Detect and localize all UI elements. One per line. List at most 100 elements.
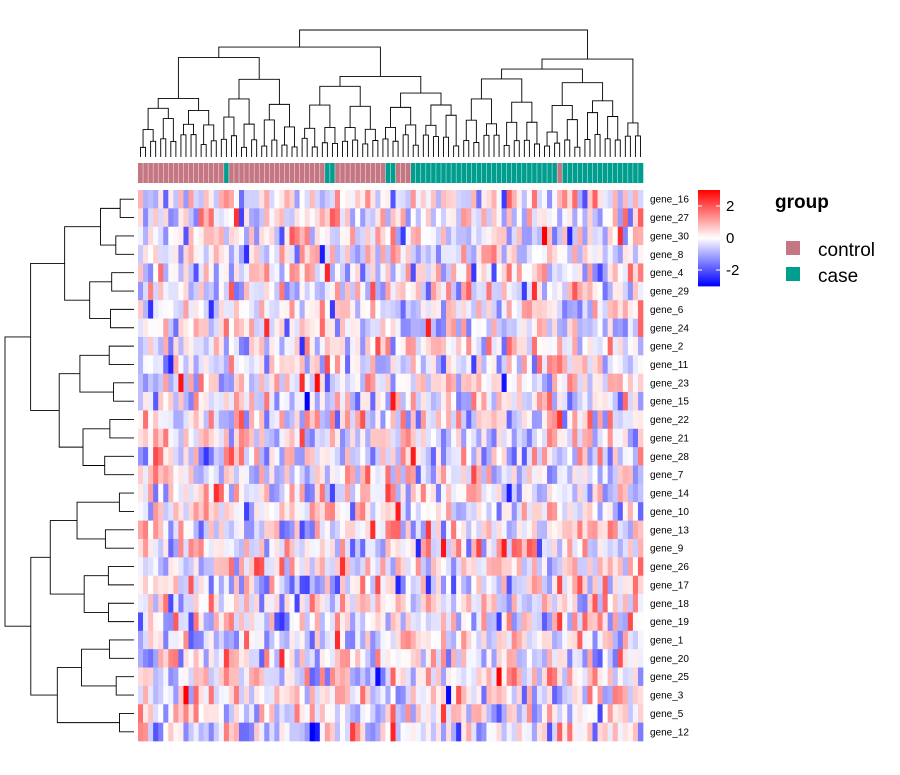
heatmap-cell: [572, 428, 578, 448]
heatmap-cell: [168, 502, 174, 521]
heatmap-cell: [526, 483, 533, 503]
heatmap-cell: [213, 483, 220, 503]
heatmap-cell: [395, 428, 401, 448]
heatmap-cell: [329, 392, 336, 411]
heatmap-cell: [188, 594, 194, 613]
heatmap-cell: [304, 318, 311, 338]
heatmap-cell: [274, 520, 280, 540]
dendrogram-branch: [104, 455, 134, 476]
heatmap-cell: [567, 190, 573, 209]
heatmap-cell: [466, 612, 472, 632]
heatmap-cell: [602, 336, 608, 356]
heatmap-cell: [360, 318, 366, 338]
heatmap-cell: [355, 465, 361, 485]
heatmap-cell: [168, 447, 174, 466]
heatmap-cell: [390, 300, 396, 319]
heatmap-cell: [345, 483, 351, 503]
heatmap-cell: [617, 355, 624, 375]
heatmap-cell: [622, 190, 629, 209]
heatmap-cell: [582, 538, 588, 558]
heatmap-cell: [425, 538, 432, 558]
heatmap-cell: [274, 373, 280, 393]
color-scale-step: [698, 193, 720, 196]
heatmap-cell: [451, 355, 457, 375]
heatmap-cell: [173, 281, 179, 301]
heatmap-cell: [350, 245, 356, 264]
heatmap-cell: [375, 355, 381, 375]
heatmap-cell: [552, 538, 558, 558]
heatmap-cell: [612, 465, 619, 485]
heatmap-cell: [208, 318, 215, 338]
heatmap-cell: [329, 410, 336, 430]
heatmap-cell: [577, 281, 583, 301]
color-scale-step: [698, 210, 720, 213]
heatmap-cell: [324, 336, 331, 356]
heatmap-cell: [395, 226, 401, 246]
heatmap-cell: [158, 208, 164, 228]
dendrogram-branch: [30, 556, 58, 696]
heatmap-cell: [294, 447, 300, 466]
heatmap-cell: [309, 557, 316, 577]
heatmap-cell: [329, 336, 336, 356]
heatmap-cell: [425, 245, 432, 264]
heatmap-cell: [592, 373, 598, 393]
heatmap-cell: [249, 263, 255, 283]
heatmap-cell: [289, 520, 295, 540]
heatmap-cell: [340, 557, 346, 577]
heatmap-cell: [143, 392, 149, 411]
heatmap-cell: [299, 355, 305, 375]
heatmap-cell: [314, 336, 321, 356]
heatmap-cell: [269, 336, 275, 356]
heatmap-cell: [506, 667, 513, 687]
heatmap-cell: [244, 722, 250, 742]
heatmap-cell: [592, 336, 598, 356]
dendrogram-branch: [364, 128, 376, 144]
heatmap-cell: [567, 685, 573, 705]
heatmap-cell: [582, 410, 588, 430]
heatmap-cell: [138, 245, 144, 264]
heatmap-cell: [476, 704, 482, 723]
heatmap-cell: [163, 447, 169, 466]
heatmap-cell: [557, 630, 563, 650]
heatmap-cell: [425, 502, 432, 521]
group-legend-title: group: [775, 192, 829, 213]
heatmap-cell: [274, 685, 280, 705]
heatmap-cell: [400, 226, 406, 246]
dendrogram-branch: [241, 146, 248, 157]
heatmap-cell: [390, 685, 396, 705]
heatmap-cell: [259, 483, 265, 503]
heatmap-cell: [193, 281, 199, 301]
dendrogram-branch: [342, 140, 349, 157]
dendrogram-branch: [319, 85, 361, 107]
heatmap-cell: [329, 245, 336, 264]
heatmap-cell: [516, 594, 523, 613]
heatmap-cell: [521, 410, 528, 430]
heatmap-cell: [486, 245, 492, 264]
heatmap-cell: [627, 263, 634, 283]
heatmap-cell: [587, 538, 593, 558]
heatmap-cell: [355, 226, 361, 246]
color-scale-step: [698, 244, 720, 247]
heatmap-cell: [425, 685, 432, 705]
heatmap-cell: [501, 226, 507, 246]
heatmap-cell: [637, 594, 644, 613]
heatmap-cell: [441, 300, 447, 319]
heatmap-cell: [355, 447, 361, 466]
heatmap-cell: [289, 336, 295, 356]
heatmap-cell: [481, 373, 487, 393]
heatmap-cell: [526, 336, 533, 356]
heatmap-cell: [279, 465, 285, 485]
heatmap-cell: [314, 318, 321, 338]
heatmap-cell: [461, 483, 467, 503]
heatmap-cell: [516, 502, 523, 521]
heatmap-cell: [456, 392, 462, 411]
heatmap-cell: [269, 190, 275, 209]
heatmap-cell: [496, 245, 502, 264]
heatmap-cell: [446, 428, 452, 448]
heatmap-cell: [218, 483, 225, 503]
heatmap-cell: [370, 410, 376, 430]
heatmap-cell: [203, 281, 210, 301]
heatmap-cell: [249, 245, 255, 264]
heatmap-cell: [627, 447, 634, 466]
heatmap-cell: [299, 245, 305, 264]
